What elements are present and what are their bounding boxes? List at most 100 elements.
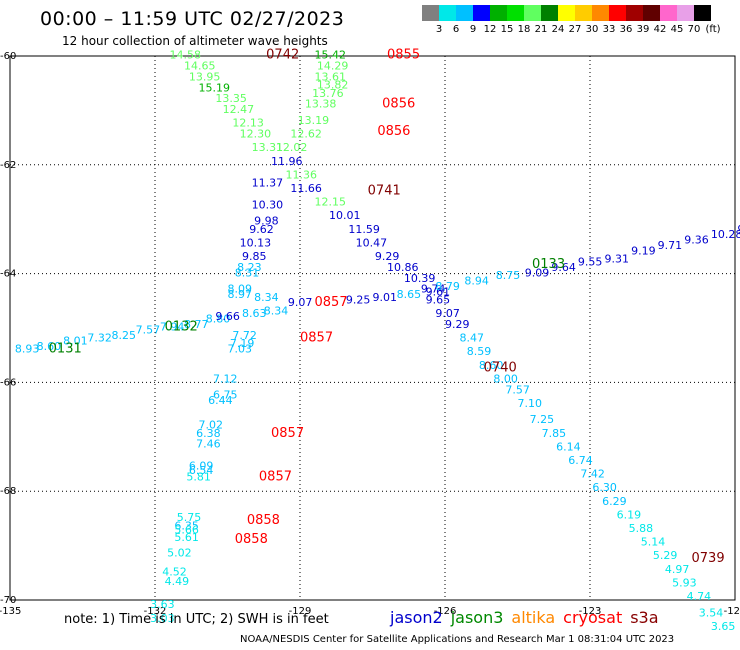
wave-height-reading: 8.79 [435, 280, 460, 293]
pass-time-label: 0857 [315, 295, 348, 310]
legend-label: 39 [636, 24, 650, 35]
wave-height-reading: 9.71 [658, 239, 683, 252]
legend-swatch [541, 5, 558, 21]
wave-height-reading: 8.65 [397, 288, 422, 301]
legend-swatch [677, 5, 694, 21]
pass-time-label: 0856 [382, 97, 415, 112]
y-tick-label: -68 [0, 486, 16, 497]
legend-swatch [575, 5, 592, 21]
pass-time-label: 0131 [49, 341, 82, 356]
wave-height-reading: 9.29 [445, 318, 470, 331]
wave-height-reading: 7.72 [232, 329, 256, 342]
y-tick-label: -62 [0, 160, 16, 171]
wave-height-reading: 9.25 [346, 294, 371, 307]
wave-height-reading: 6.54 [189, 464, 214, 477]
wave-height-reading: 6.38 [196, 427, 221, 440]
legend-label: 3 [435, 24, 443, 35]
wave-height-reading: 4.49 [165, 575, 190, 588]
wave-height-reading: 13.95 [189, 70, 221, 83]
wave-height-reading: 13.19 [298, 114, 330, 127]
y-tick-label: -70 [0, 595, 16, 606]
wave-height-reading: 7.85 [542, 427, 567, 440]
pass-time-label: 0857 [259, 469, 292, 484]
footnote: note: 1) Time is in UTC; 2) SWH is in fe… [64, 612, 329, 627]
x-tick-label: -120 [724, 606, 740, 617]
satellite-jason2: jason2 [390, 608, 443, 627]
y-tick-label: -66 [0, 377, 16, 388]
wave-height-reading: 9.62 [249, 223, 274, 236]
legend-label: 36 [619, 24, 633, 35]
wave-height-reading: 8.00 [493, 372, 518, 385]
wave-height-reading: 8.77 [184, 318, 209, 331]
wave-height-reading: 5.75 [177, 511, 202, 524]
pass-time-label: 0742 [266, 48, 299, 63]
wave-height-reading: 11.96 [271, 155, 303, 168]
credit-line: NOAA/NESDIS Center for Satellite Applica… [240, 634, 675, 645]
wave-height-reading: 11.59 [348, 223, 380, 236]
wave-height-reading: 8.23 [237, 261, 262, 274]
wave-height-reading: 8.34 [264, 304, 289, 317]
wave-height-reading: 9.85 [242, 250, 267, 263]
legend-swatch [558, 5, 575, 21]
wave-height-reading: 8.59 [467, 345, 492, 358]
wave-height-reading: 6.14 [556, 440, 581, 453]
pass-time-label: 0739 [692, 551, 725, 566]
wave-height-reading: 6.44 [208, 394, 233, 407]
x-tick-label: -126 [434, 606, 457, 617]
wave-height-reading: 5.93 [672, 576, 697, 589]
wave-height-reading: 10.30 [252, 198, 284, 211]
wave-height-reading: 7.25 [530, 413, 555, 426]
pass-time-label: 0858 [247, 513, 280, 528]
legend-swatch [473, 5, 490, 21]
wave-height-reading: 9.98 [254, 215, 278, 228]
wave-height-reading: 9.31 [605, 253, 630, 266]
x-tick-label: -135 [0, 606, 21, 617]
wave-height-reading: 5.14 [641, 536, 666, 549]
x-tick-label: -132 [144, 606, 167, 617]
legend-swatch [422, 5, 439, 21]
wave-height-reading: 3.65 [711, 620, 736, 633]
wave-height-reading: 7.94 [160, 321, 185, 334]
wave-height-reading: 8.80 [206, 313, 231, 326]
legend-swatch [660, 5, 677, 21]
x-tick-label: -129 [289, 606, 312, 617]
wave-height-reading: 12.15 [315, 196, 347, 209]
wave-height-reading: 9.29 [375, 250, 400, 263]
wave-height-reading: 8.60 [37, 340, 62, 353]
legend-label: 12 [483, 24, 497, 35]
wave-height-reading: 8.34 [254, 291, 278, 304]
wave-height-reading: 7.03 [228, 342, 253, 355]
wave-height-reading: 9.61 [426, 285, 451, 298]
wave-height-reading: 7.10 [518, 397, 543, 410]
wave-height-reading: 15.19 [199, 81, 231, 94]
wave-height-reading: 7.46 [196, 438, 221, 451]
pass-time-label: 0133 [532, 257, 565, 272]
wave-height-reading: 4.52 [162, 566, 187, 579]
wave-height-reading: 9.07 [288, 296, 313, 309]
wave-height-reading: 5.88 [629, 522, 654, 535]
wave-height-reading: 6.30 [592, 481, 617, 494]
legend-label: 9 [469, 24, 477, 35]
legend-swatch [592, 5, 609, 21]
wave-height-reading: 8.97 [228, 288, 253, 301]
wave-height-reading: 12.02 [276, 141, 308, 154]
pass-time-label: 0740 [484, 361, 517, 376]
wave-height-reading: 10.47 [356, 236, 388, 249]
wave-height-reading: 12.30 [240, 128, 271, 141]
wave-height-reading: 9.19 [631, 245, 656, 258]
wave-height-reading: 7.57 [136, 323, 161, 336]
legend-swatch [609, 5, 626, 21]
wave-height-reading: 4.97 [665, 563, 690, 576]
legend-label: 45 [670, 24, 684, 35]
page-title: 00:00 – 11:59 UTC 02/27/2023 [40, 8, 345, 30]
wave-height-reading: 7.32 [87, 332, 112, 345]
y-tick-label: -60 [0, 51, 16, 62]
wave-height-reading: 6.19 [617, 508, 642, 521]
wave-height-reading: 3.54 [699, 606, 724, 619]
legend-label: 30 [585, 24, 599, 35]
plot-frame [9, 55, 736, 601]
wave-height-reading: 8.09 [228, 283, 253, 296]
wave-height-reading: 10.01 [329, 209, 361, 222]
legend-swatch [626, 5, 643, 21]
